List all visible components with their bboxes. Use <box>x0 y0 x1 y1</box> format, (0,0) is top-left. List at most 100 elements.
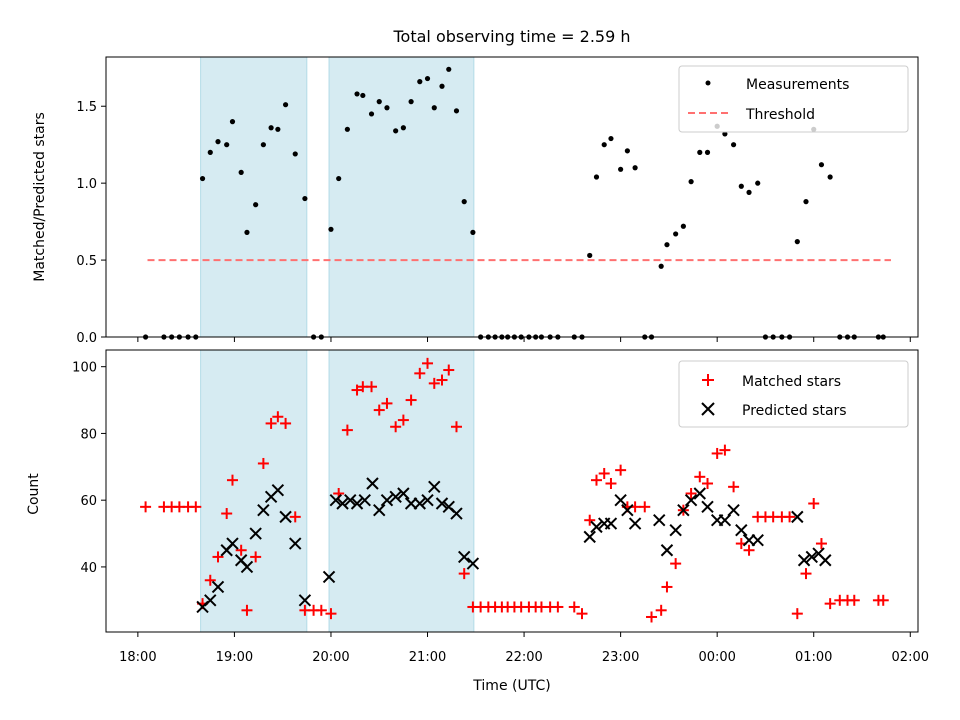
matched-star-point <box>605 477 617 489</box>
matched-star-point <box>289 511 301 523</box>
predicted-star-point <box>373 503 386 517</box>
matched-star-point <box>661 581 673 593</box>
measurement-point <box>253 202 259 208</box>
measurement-point <box>408 99 414 105</box>
matched-star-point <box>711 447 723 459</box>
predicted-star-point <box>380 493 394 507</box>
bottom-panel: 40 60 80 100 18:00 19:00 20:00 21:00 22:00 23:00… <box>26 349 929 694</box>
measurement-point <box>360 92 366 99</box>
predicted-star-point <box>805 550 819 564</box>
matched-star-point <box>615 464 627 476</box>
measurement-point <box>453 108 460 114</box>
predicted-star-point <box>322 570 336 584</box>
measurement-point <box>730 142 737 148</box>
matched-star-point <box>405 394 417 406</box>
predicted-star-point <box>590 520 603 534</box>
matched-star-point <box>702 477 714 489</box>
matched-star-point <box>373 404 385 416</box>
bottom-axes-frame <box>105 349 919 633</box>
predicted-star-point <box>249 527 262 540</box>
measurement-point <box>229 119 236 125</box>
measurement-point <box>624 148 630 154</box>
y-tick-label: 0.0 <box>76 331 97 346</box>
measurement-point <box>738 183 744 189</box>
predicted-star-point <box>435 497 449 510</box>
matched-star-point <box>280 417 292 429</box>
shaded-interval <box>328 56 475 338</box>
x-axis-label: Time (UTC) <box>472 678 550 694</box>
x-tick-label: 22:00 <box>505 650 542 665</box>
matched-star-point <box>646 611 658 623</box>
matched-star-point <box>315 604 327 616</box>
matched-star-point <box>815 538 827 550</box>
y-tick-label: 60 <box>80 494 97 509</box>
predicted-star-point <box>279 510 292 524</box>
matched-star-point <box>235 544 247 556</box>
measurement-point <box>587 252 593 259</box>
predicted-star-point <box>751 534 764 547</box>
measurement-point <box>618 166 624 172</box>
matched-star-point <box>590 474 602 486</box>
predicted-star-point <box>389 490 402 504</box>
predicted-star-point <box>366 477 379 490</box>
predicted-star-point <box>457 550 471 564</box>
matched-star-point <box>250 551 262 563</box>
predicted-star-point <box>693 487 707 500</box>
matched-star-point <box>877 594 889 606</box>
bottom-y-ticks: 40 60 80 100 <box>72 361 106 576</box>
measurement-point <box>268 125 274 131</box>
measurement-point <box>344 126 350 132</box>
bottom-legend-box <box>678 360 909 428</box>
predicted-star-point <box>819 554 832 567</box>
predicted-star-point <box>211 580 225 594</box>
predicted-star-point <box>428 480 441 494</box>
predicted-star-point <box>669 524 682 537</box>
measurement-point <box>827 174 833 180</box>
x-tick-label: 02:00 <box>892 650 929 665</box>
predicted-star-point <box>621 503 634 517</box>
measurement-point <box>746 189 752 195</box>
measurement-point <box>244 229 250 235</box>
predicted-star-point <box>257 503 270 517</box>
legend-measurements-label: Measurements <box>746 77 849 93</box>
matched-star-point <box>226 474 238 486</box>
matched-star-point <box>341 424 353 436</box>
predicted-star-point <box>336 497 349 510</box>
measurement-point <box>664 242 670 248</box>
matched-star-point <box>241 604 253 616</box>
matched-star-point <box>719 444 731 456</box>
measurement-point <box>302 195 308 202</box>
measurement-point <box>461 199 467 205</box>
matched-star-point <box>272 411 284 423</box>
predicted-star-point <box>684 493 698 507</box>
x-tick-label: 21:00 <box>409 650 446 665</box>
matched-star-point <box>450 421 462 433</box>
predicted-stars-points <box>196 477 832 614</box>
predicted-star-point <box>226 537 239 550</box>
y-tick-label: 1.0 <box>76 177 97 192</box>
y-tick-label: 40 <box>80 561 97 576</box>
measurement-point <box>803 199 809 205</box>
measurement-point <box>697 149 703 155</box>
predicted-star-point <box>413 497 427 510</box>
shaded-interval <box>200 56 308 338</box>
x-tick-label: 19:00 <box>216 650 253 665</box>
matched-star-point <box>670 558 682 570</box>
matched-star-point <box>397 414 409 426</box>
predicted-star-point <box>797 554 811 567</box>
predicted-star-point <box>350 497 364 510</box>
matched-star-point <box>204 574 216 586</box>
measurement-point <box>199 175 206 182</box>
matched-star-point <box>685 488 697 500</box>
matched-star-point <box>694 471 706 483</box>
legend-threshold-label: Threshold <box>745 107 815 123</box>
matched-star-point <box>190 501 202 513</box>
matched-star-point <box>655 604 667 616</box>
measurement-point <box>688 179 694 185</box>
matched-star-point <box>458 568 470 580</box>
predicted-star-point <box>727 503 740 517</box>
measurement-point <box>238 169 244 175</box>
predicted-star-point <box>583 530 596 544</box>
x-tick-label: 18:00 <box>119 650 156 665</box>
measurement-point <box>207 149 213 155</box>
